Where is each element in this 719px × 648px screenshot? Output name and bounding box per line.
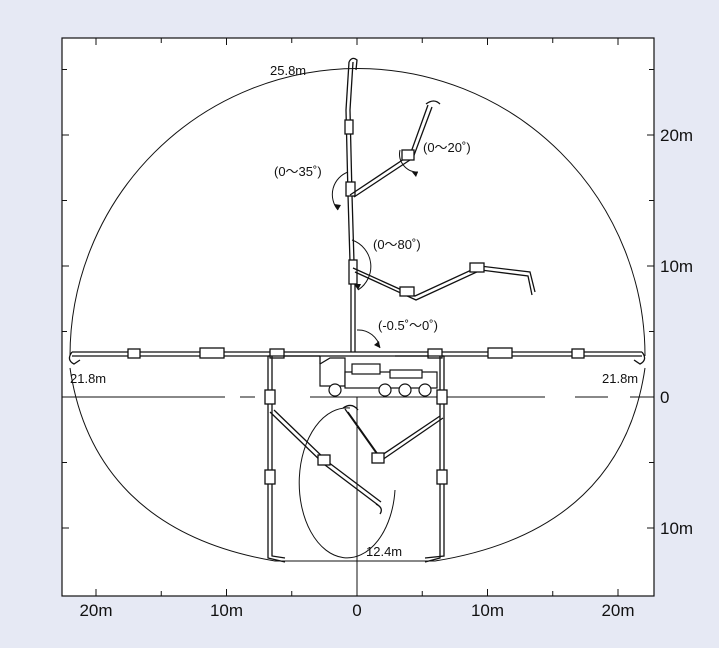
reach-depth-label: 12.4m <box>366 544 402 559</box>
truck-body <box>319 357 438 397</box>
angle-base-label: (-0.5˚～0˚) <box>378 318 438 333</box>
angle-section2-label: (0～35˚) <box>274 164 322 179</box>
plot-frame <box>61 37 655 597</box>
boom-lower-cross <box>269 404 444 515</box>
boom-vertical <box>344 57 358 352</box>
x-tick-label: 20m <box>79 601 112 620</box>
angle-arrowheads <box>334 172 418 348</box>
y-axis-tick-labels: 20m 10m 0 10m <box>660 126 693 538</box>
reach-envelope-lower <box>69 367 646 562</box>
angle-section3-label: (0～20˚) <box>423 140 471 155</box>
y-tick-label: 10m <box>660 257 693 276</box>
boom-section1-pose <box>352 262 536 301</box>
reach-vertical-label: 25.8m <box>270 63 306 78</box>
y-tick-label: 0 <box>660 388 669 407</box>
reach-right-label: 21.8m <box>602 371 638 386</box>
x-axis-tick-labels: 20m 10m 0 10m 20m <box>79 601 634 620</box>
boom-lower-pose <box>264 355 448 563</box>
boom-section3-pose <box>349 100 441 198</box>
x-tick-label: 20m <box>601 601 634 620</box>
y-tick-label: 20m <box>660 126 693 145</box>
x-tick-label: 0 <box>352 601 361 620</box>
y-tick-label: 10m <box>660 519 693 538</box>
lower-rotation-arc <box>298 407 396 559</box>
boom-horizontal <box>68 347 646 365</box>
x-tick-label: 10m <box>210 601 243 620</box>
reach-left-label: 21.8m <box>70 371 106 386</box>
reach-envelope-arc <box>69 68 646 357</box>
x-tick-label: 10m <box>471 601 504 620</box>
angle-section1-label: (0～80˚) <box>373 237 421 252</box>
